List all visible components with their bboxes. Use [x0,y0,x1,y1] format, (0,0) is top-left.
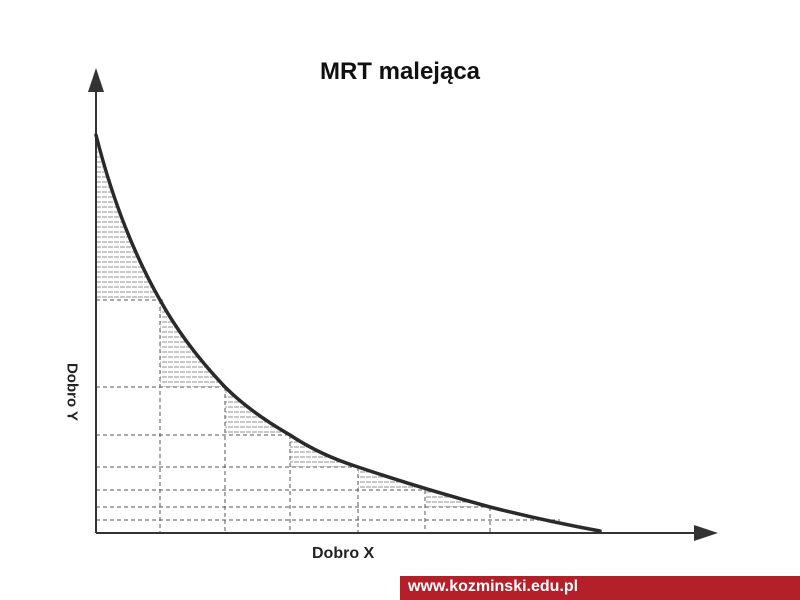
hatch-region-2 [160,300,225,387]
hatch-region-6 [425,490,490,507]
slide-title: MRT malejąca [319,58,481,85]
hatch-region-4 [290,435,358,467]
x-axis-arrow-icon [694,525,718,541]
hatch-region-5 [358,467,425,490]
y-axis-label: Dobro Y [63,362,81,422]
dashed-grid [96,299,560,533]
footer-url[interactable]: www.kozminski.edu.pl [408,578,579,595]
hatch-region-1 [96,145,160,300]
hatched-regions [96,145,490,507]
y-axis-arrow-icon [88,68,104,92]
mrt-curve [94,133,602,533]
hatch-region-3 [225,387,290,435]
x-axis-label: Dobro X [312,545,375,562]
footer-bar: www.kozminski.edu.pl [400,576,800,600]
